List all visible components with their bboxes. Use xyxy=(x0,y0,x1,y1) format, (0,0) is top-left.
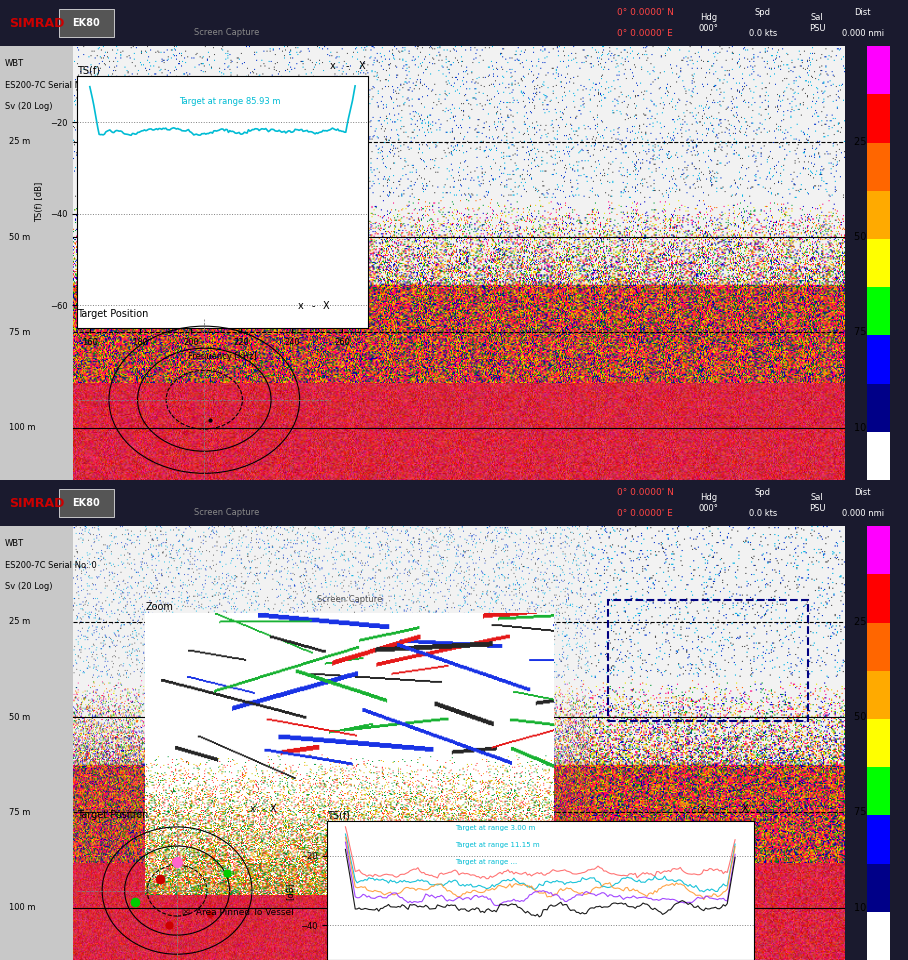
Text: 0.000 nmi: 0.000 nmi xyxy=(842,509,883,517)
FancyBboxPatch shape xyxy=(867,142,890,191)
Text: Spd: Spd xyxy=(755,9,771,17)
Text: 0.000 nmi: 0.000 nmi xyxy=(842,29,883,37)
FancyBboxPatch shape xyxy=(867,384,890,432)
Text: WBT: WBT xyxy=(5,60,24,68)
Text: 50 m: 50 m xyxy=(854,712,879,722)
Text: 25 m: 25 m xyxy=(854,616,879,627)
Text: 100 m: 100 m xyxy=(9,903,35,912)
Text: Spd: Spd xyxy=(755,489,771,497)
Text: ☒  Area Pinned To Vessel: ☒ Area Pinned To Vessel xyxy=(182,908,293,917)
Text: 50 m: 50 m xyxy=(854,232,879,242)
Text: 50 m: 50 m xyxy=(9,712,30,722)
Text: Screen Capture: Screen Capture xyxy=(194,28,260,36)
Text: Hdg
000°: Hdg 000° xyxy=(698,493,718,513)
FancyBboxPatch shape xyxy=(867,767,890,815)
FancyBboxPatch shape xyxy=(0,46,73,480)
FancyBboxPatch shape xyxy=(867,864,890,912)
Text: 75 m: 75 m xyxy=(9,328,31,337)
FancyBboxPatch shape xyxy=(867,432,890,480)
Text: 0° 0.0000' N: 0° 0.0000' N xyxy=(617,9,675,17)
Text: 50 m: 50 m xyxy=(9,232,30,242)
Text: 75 m: 75 m xyxy=(854,327,879,338)
FancyBboxPatch shape xyxy=(867,191,890,239)
Text: 0° 0.0000' N: 0° 0.0000' N xyxy=(617,489,675,497)
FancyBboxPatch shape xyxy=(867,815,890,864)
Text: 0.0 kts: 0.0 kts xyxy=(748,29,777,37)
Text: Hdg
000°: Hdg 000° xyxy=(698,13,718,33)
Text: Sv (20 Log): Sv (20 Log) xyxy=(5,103,52,111)
Text: 100 m: 100 m xyxy=(854,423,884,433)
Text: 0° 0.0000' E: 0° 0.0000' E xyxy=(617,509,673,517)
Text: SIMRAD: SIMRAD xyxy=(9,16,64,30)
FancyBboxPatch shape xyxy=(59,490,114,516)
Text: Sal
PSU: Sal PSU xyxy=(809,493,825,513)
Text: 75 m: 75 m xyxy=(854,807,879,818)
FancyBboxPatch shape xyxy=(867,335,890,384)
Text: 25 m: 25 m xyxy=(9,137,30,146)
FancyBboxPatch shape xyxy=(867,239,890,287)
Text: 100 m: 100 m xyxy=(854,903,884,913)
FancyBboxPatch shape xyxy=(867,46,890,94)
Text: Dist: Dist xyxy=(854,9,871,17)
FancyBboxPatch shape xyxy=(867,287,890,335)
Text: 75 m: 75 m xyxy=(9,808,31,817)
Text: 0° 0.0000' E: 0° 0.0000' E xyxy=(617,29,673,37)
Text: 100 m: 100 m xyxy=(9,423,35,432)
Text: EK80: EK80 xyxy=(73,18,100,28)
Text: SIMRAD: SIMRAD xyxy=(9,496,64,510)
Text: EK80: EK80 xyxy=(73,498,100,508)
Text: Sv (20 Log): Sv (20 Log) xyxy=(5,583,52,591)
Text: ES200-7C Serial No: 0: ES200-7C Serial No: 0 xyxy=(5,81,96,90)
Text: Dist: Dist xyxy=(854,489,871,497)
FancyBboxPatch shape xyxy=(0,526,73,960)
FancyBboxPatch shape xyxy=(867,912,890,960)
FancyBboxPatch shape xyxy=(867,526,890,574)
Text: ES200-7C Serial No: 0: ES200-7C Serial No: 0 xyxy=(5,561,96,570)
Text: 25 m: 25 m xyxy=(854,136,879,147)
Text: WBT: WBT xyxy=(5,540,24,548)
FancyBboxPatch shape xyxy=(867,94,890,142)
FancyBboxPatch shape xyxy=(59,10,114,36)
Text: 25 m: 25 m xyxy=(9,617,30,626)
FancyBboxPatch shape xyxy=(867,719,890,767)
FancyBboxPatch shape xyxy=(867,671,890,719)
Text: 0.0 kts: 0.0 kts xyxy=(748,509,777,517)
Text: Screen Capture: Screen Capture xyxy=(194,508,260,516)
Text: Sal
PSU: Sal PSU xyxy=(809,13,825,33)
FancyBboxPatch shape xyxy=(867,574,890,622)
FancyBboxPatch shape xyxy=(867,622,890,671)
